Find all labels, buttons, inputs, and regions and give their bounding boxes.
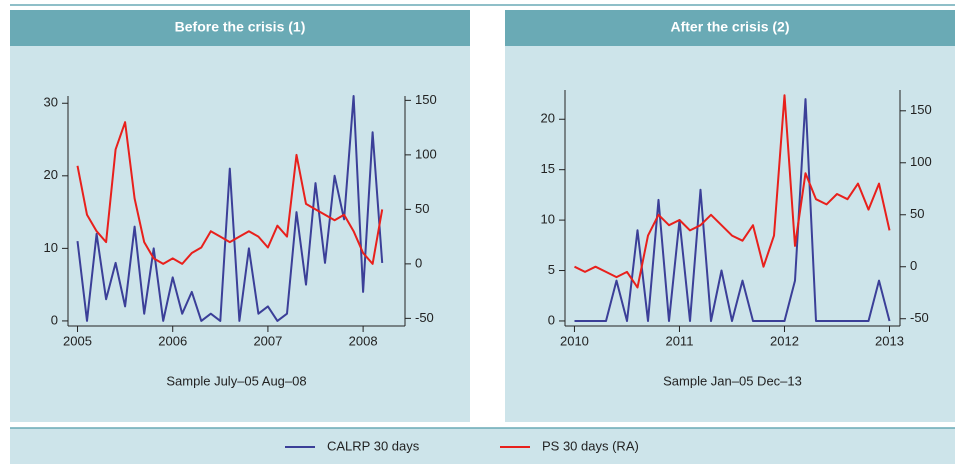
x-tick-label: 2012 bbox=[770, 333, 799, 348]
x-axis-note: Sample July–05 Aug–08 bbox=[166, 373, 306, 388]
panel-bg bbox=[505, 10, 955, 422]
y-tick-label: 10 bbox=[44, 240, 58, 255]
panel-title: Before the crisis (1) bbox=[175, 19, 306, 35]
y2-tick-label: -50 bbox=[910, 310, 929, 325]
x-tick-label: 2005 bbox=[63, 333, 92, 348]
y2-tick-label: 150 bbox=[415, 92, 437, 107]
series-line bbox=[574, 94, 891, 289]
panel-header bbox=[10, 10, 470, 46]
y-tick-label: 20 bbox=[44, 167, 58, 182]
series-line bbox=[574, 98, 891, 322]
x-tick-label: 2013 bbox=[875, 333, 904, 348]
y2-tick-label: 100 bbox=[415, 146, 437, 161]
y2-tick-label: 50 bbox=[910, 206, 924, 221]
y-tick-label: 0 bbox=[51, 312, 58, 327]
y2-tick-label: -50 bbox=[415, 310, 434, 325]
y-tick-label: 0 bbox=[548, 312, 555, 327]
x-tick-label: 2006 bbox=[158, 333, 187, 348]
y-tick-label: 15 bbox=[541, 161, 555, 176]
panel-header bbox=[505, 10, 955, 46]
y2-tick-label: 0 bbox=[910, 258, 917, 273]
y-tick-label: 20 bbox=[541, 111, 555, 126]
series-line bbox=[76, 95, 384, 322]
series-line bbox=[76, 121, 384, 265]
panel-title: After the crisis (2) bbox=[670, 19, 789, 35]
legend-label: CALRP 30 days bbox=[327, 438, 420, 453]
x-tick-label: 2011 bbox=[665, 333, 693, 348]
legend-label: PS 30 days (RA) bbox=[542, 438, 639, 453]
y2-tick-label: 0 bbox=[415, 255, 422, 270]
x-axis-note: Sample Jan–05 Dec–13 bbox=[663, 373, 802, 388]
legend-bg bbox=[10, 428, 955, 464]
y-tick-label: 5 bbox=[548, 262, 555, 277]
x-tick-label: 2008 bbox=[349, 333, 378, 348]
y2-tick-label: 100 bbox=[910, 154, 932, 169]
x-tick-label: 2007 bbox=[253, 333, 282, 348]
y2-tick-label: 50 bbox=[415, 201, 429, 216]
panel-bg bbox=[10, 10, 470, 422]
y2-tick-label: 150 bbox=[910, 102, 932, 117]
y-tick-label: 10 bbox=[541, 212, 555, 227]
x-tick-label: 2010 bbox=[560, 333, 589, 348]
y-tick-label: 30 bbox=[44, 95, 58, 110]
